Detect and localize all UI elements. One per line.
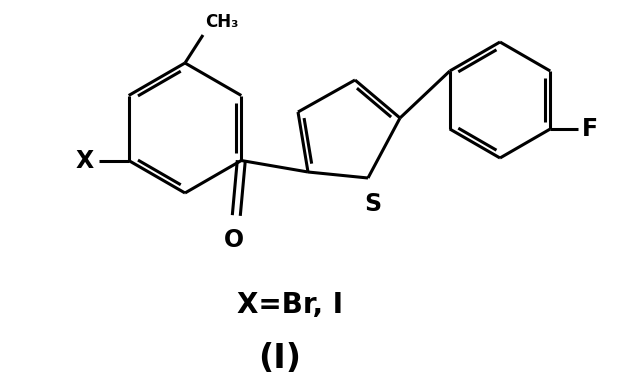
Text: CH₃: CH₃	[205, 13, 239, 31]
Text: O: O	[224, 227, 244, 252]
Text: X=Br, I: X=Br, I	[237, 291, 343, 319]
Text: X: X	[75, 149, 94, 172]
Text: F: F	[582, 117, 598, 141]
Text: S: S	[364, 192, 382, 216]
Text: (I): (I)	[258, 341, 302, 374]
